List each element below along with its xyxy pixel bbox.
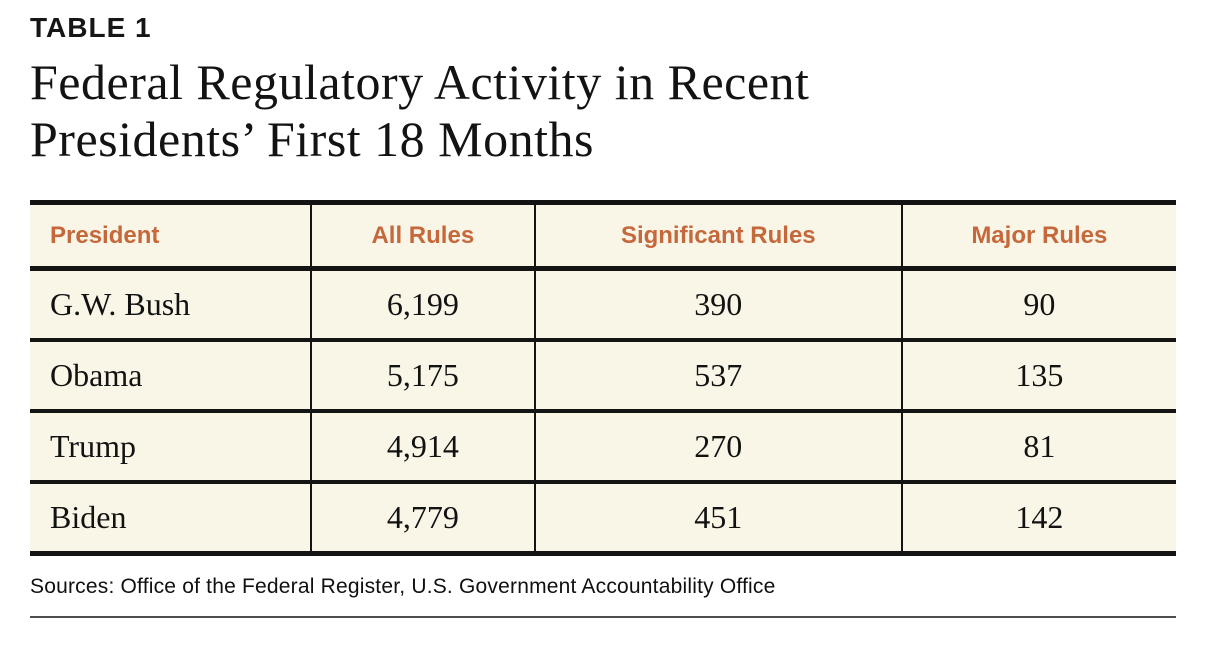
cell-significant-rules: 451 <box>533 482 902 554</box>
figure-title-line-2: Presidents’ First 18 Months <box>30 111 594 167</box>
table-row: Obama 5,175 537 135 <box>30 340 1176 413</box>
table-header-row: President All Rules Significant Rules Ma… <box>30 202 1176 271</box>
cell-president: Obama <box>30 340 311 413</box>
cell-significant-rules: 537 <box>533 340 902 413</box>
column-header-significant-rules: Significant Rules <box>533 202 902 271</box>
column-header-president: President <box>30 202 311 271</box>
cell-all-rules: 5,175 <box>309 340 535 413</box>
footer-rule <box>30 616 1176 618</box>
regulatory-activity-table: President All Rules Significant Rules Ma… <box>30 200 1176 556</box>
cell-president: Biden <box>30 482 311 554</box>
figure-title-line-1: Federal Regulatory Activity in Recent <box>30 54 810 110</box>
table-row: Biden 4,779 451 142 <box>30 482 1176 554</box>
cell-major-rules: 135 <box>900 340 1176 413</box>
cell-major-rules: 90 <box>900 268 1176 342</box>
table-number-label: TABLE 1 <box>30 12 152 43</box>
cell-major-rules: 81 <box>900 411 1176 484</box>
table-row: G.W. Bush 6,199 390 90 <box>30 268 1176 342</box>
cell-significant-rules: 390 <box>533 268 902 342</box>
cell-president: G.W. Bush <box>30 268 311 342</box>
table-figure: TABLE 1 Federal Regulatory Activity in R… <box>30 12 1176 618</box>
cell-significant-rules: 270 <box>533 411 902 484</box>
table-row: Trump 4,914 270 81 <box>30 411 1176 484</box>
cell-president: Trump <box>30 411 311 484</box>
cell-major-rules: 142 <box>900 482 1176 554</box>
figure-title: Federal Regulatory Activity in Recent Pr… <box>30 54 1176 168</box>
cell-all-rules: 4,914 <box>309 411 535 484</box>
sources-note: Sources: Office of the Federal Register,… <box>30 575 776 598</box>
cell-all-rules: 4,779 <box>309 482 535 554</box>
cell-all-rules: 6,199 <box>309 268 535 342</box>
column-header-all-rules: All Rules <box>309 202 535 271</box>
column-header-major-rules: Major Rules <box>900 202 1176 271</box>
